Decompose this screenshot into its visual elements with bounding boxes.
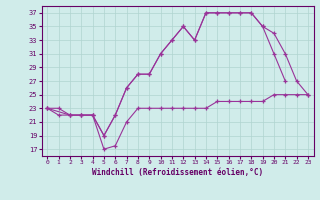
X-axis label: Windchill (Refroidissement éolien,°C): Windchill (Refroidissement éolien,°C) <box>92 168 263 177</box>
